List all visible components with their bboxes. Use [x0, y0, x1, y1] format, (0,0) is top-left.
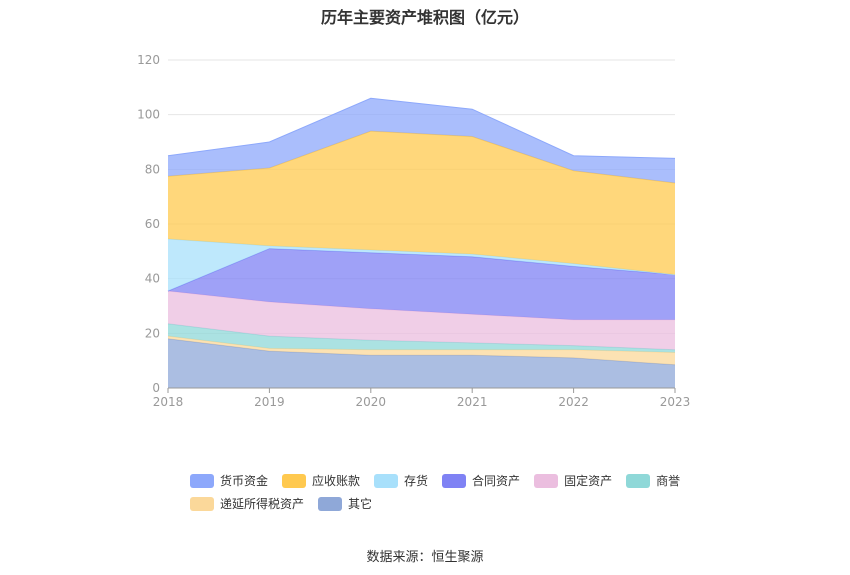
x-tick-label: 2020: [356, 395, 387, 409]
data-source: 数据来源：恒生聚源: [366, 550, 484, 565]
y-tick-label: 120: [137, 53, 160, 67]
area-series-6: [168, 131, 675, 275]
x-tick-label: 2018: [153, 395, 184, 409]
legend-label: 货币资金: [220, 474, 269, 488]
legend-label: 合同资产: [472, 474, 521, 488]
y-tick-label: 20: [145, 326, 160, 340]
legend-item[interactable]: 合同资产: [442, 472, 520, 489]
area-series: [167, 97, 676, 388]
legend-swatch: [318, 496, 343, 511]
axes: 0 20 40 60 80 100 120 2018 2019 2020 2021 2022 2023: [137, 53, 690, 409]
legend-swatch: [374, 473, 399, 488]
legend-swatch: [282, 473, 307, 488]
legend-label: 应收账款: [312, 474, 361, 488]
area-series-4: [168, 248, 675, 320]
y-tick-label: 60: [145, 217, 160, 231]
y-tick-label: 100: [137, 108, 160, 122]
area-series-5: [168, 239, 675, 291]
x-tick-label: 2021: [457, 395, 488, 409]
legend-label: 递延所得税资产: [220, 497, 305, 511]
area-series-1: [168, 336, 675, 365]
area-series-0: [168, 338, 675, 388]
x-tick-label: 2022: [558, 395, 589, 409]
legend-swatch: [626, 473, 651, 488]
legend-item[interactable]: 递延所得税资产: [190, 495, 304, 512]
legend-row-1: 货币资金 应收账款 存货 合同资产 固定资产 商誉: [190, 472, 710, 489]
y-tick-label: 0: [152, 381, 160, 395]
x-tick-label: 2019: [254, 395, 285, 409]
legend-swatch: [534, 473, 559, 488]
y-tick-label: 40: [145, 272, 160, 286]
legend-row-2: 递延所得税资产 其它: [190, 495, 710, 512]
area-series-edge-7: [167, 97, 676, 159]
legend-label: 商誉: [656, 474, 681, 488]
legend-item[interactable]: 货币资金: [190, 472, 268, 489]
legend-swatch: [190, 496, 214, 511]
stacked-area-chart: 0 20 40 60 80 100 120 2018 2019 2020 2021 2022 2023: [137, 53, 690, 409]
y-tick-label: 80: [145, 162, 160, 176]
legend-label: 固定资产: [564, 474, 613, 488]
legend-item[interactable]: 存货: [374, 472, 428, 489]
area-series-3: [168, 291, 675, 350]
x-tick-label: 2023: [660, 395, 691, 409]
area-series-7: [168, 98, 675, 183]
legend-label: 存货: [404, 474, 429, 488]
legend-item[interactable]: 商誉: [626, 472, 680, 489]
legend-item[interactable]: 其它: [318, 495, 372, 512]
legend-swatch: [442, 473, 467, 488]
legend-item[interactable]: 应收账款: [282, 472, 360, 489]
chart-title: 历年主要资产堆积图（亿元）: [320, 8, 529, 27]
legend-item[interactable]: 固定资产: [534, 472, 612, 489]
legend: 货币资金 应收账款 存货 合同资产 固定资产 商誉 递延所得税资产 其它: [190, 472, 710, 518]
legend-swatch: [190, 473, 214, 488]
legend-label: 其它: [348, 497, 373, 511]
